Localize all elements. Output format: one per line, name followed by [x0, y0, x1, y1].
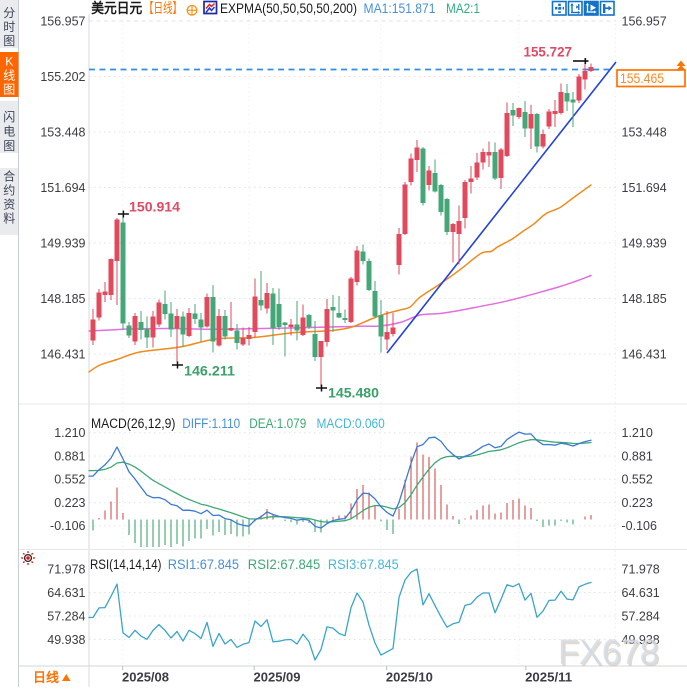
svg-text:57.284: 57.284: [47, 609, 85, 623]
svg-text:151.694: 151.694: [622, 181, 667, 195]
svg-text:153.448: 153.448: [40, 125, 85, 139]
svg-text:RSI3:67.845: RSI3:67.845: [328, 557, 399, 572]
svg-text:149.939: 149.939: [622, 236, 667, 250]
svg-text:DIFF:1.110: DIFF:1.110: [182, 416, 240, 431]
svg-text:146.431: 146.431: [622, 347, 667, 361]
svg-text:148.185: 148.185: [622, 292, 667, 306]
svg-text:时: 时: [3, 20, 15, 34]
svg-text:1.210: 1.210: [54, 426, 85, 440]
svg-text:电: 电: [3, 125, 15, 139]
svg-text:美元日元: 美元日元: [91, 0, 142, 16]
svg-text:0.881: 0.881: [622, 449, 653, 463]
svg-text:146.431: 146.431: [40, 347, 85, 361]
svg-text:149.939: 149.939: [40, 236, 85, 250]
svg-text:MACD(26,12,9): MACD(26,12,9): [91, 416, 176, 431]
svg-text:图: 图: [3, 139, 15, 153]
svg-text:2025/11: 2025/11: [525, 670, 572, 685]
svg-text:-0.106: -0.106: [50, 519, 85, 533]
svg-text:64.631: 64.631: [622, 586, 660, 600]
svg-text:2025/09: 2025/09: [254, 670, 301, 685]
svg-text:64.631: 64.631: [47, 586, 85, 600]
svg-text:145.480: 145.480: [328, 386, 379, 401]
svg-text:图: 图: [3, 83, 15, 97]
svg-text:RSI2:67.845: RSI2:67.845: [248, 557, 320, 572]
svg-text:FX678: FX678: [560, 635, 661, 674]
svg-text:MA1:151.871: MA1:151.871: [364, 1, 436, 16]
svg-text:图: 图: [3, 34, 15, 48]
svg-text:57.284: 57.284: [622, 609, 660, 623]
svg-text:料: 料: [3, 212, 15, 226]
svg-text:0.552: 0.552: [622, 473, 653, 487]
svg-text:1.210: 1.210: [622, 426, 653, 440]
svg-text:71.978: 71.978: [622, 562, 660, 576]
svg-text:71.978: 71.978: [47, 562, 85, 576]
svg-text:约: 约: [3, 183, 15, 198]
svg-text:156.957: 156.957: [40, 14, 85, 28]
svg-text:0.552: 0.552: [54, 473, 85, 487]
svg-text:2025/10: 2025/10: [386, 670, 433, 685]
svg-text:148.185: 148.185: [40, 292, 85, 306]
svg-text:155.202: 155.202: [40, 70, 85, 84]
svg-text:0.881: 0.881: [54, 449, 85, 463]
svg-text:闪: 闪: [3, 110, 15, 124]
svg-text:49.938: 49.938: [47, 633, 85, 647]
svg-text:K: K: [5, 55, 13, 69]
svg-text:RSI1:67.845: RSI1:67.845: [168, 557, 239, 572]
svg-text:153.448: 153.448: [622, 125, 667, 139]
svg-text:156.957: 156.957: [622, 14, 667, 28]
svg-text:MA2:1: MA2:1: [446, 1, 480, 16]
svg-text:【日线】: 【日线】: [144, 0, 182, 16]
svg-text:150.914: 150.914: [129, 200, 180, 215]
svg-text:DEA:1.079: DEA:1.079: [249, 416, 306, 431]
svg-text:MACD:0.060: MACD:0.060: [317, 416, 385, 431]
svg-text:155.727: 155.727: [524, 45, 573, 60]
svg-text:FX678: FX678: [558, 633, 659, 672]
svg-text:49.938: 49.938: [622, 633, 660, 647]
svg-text:合: 合: [3, 169, 15, 184]
svg-text:151.694: 151.694: [40, 181, 85, 195]
svg-text:-0.106: -0.106: [622, 519, 657, 533]
svg-text:资: 资: [3, 198, 15, 212]
svg-text:146.211: 146.211: [184, 364, 236, 379]
svg-text:EXPMA(50,50,50,50,200): EXPMA(50,50,50,50,200): [220, 1, 357, 16]
svg-text:2025/08: 2025/08: [122, 670, 169, 685]
svg-text:0.223: 0.223: [54, 496, 85, 510]
svg-text:分: 分: [3, 6, 15, 20]
svg-text:日线: 日线: [33, 670, 59, 685]
svg-text:RSI(14,14,14): RSI(14,14,14): [90, 557, 162, 572]
svg-text:0.223: 0.223: [622, 496, 653, 510]
svg-text:线: 线: [3, 69, 15, 83]
svg-text:155.465: 155.465: [620, 71, 664, 86]
